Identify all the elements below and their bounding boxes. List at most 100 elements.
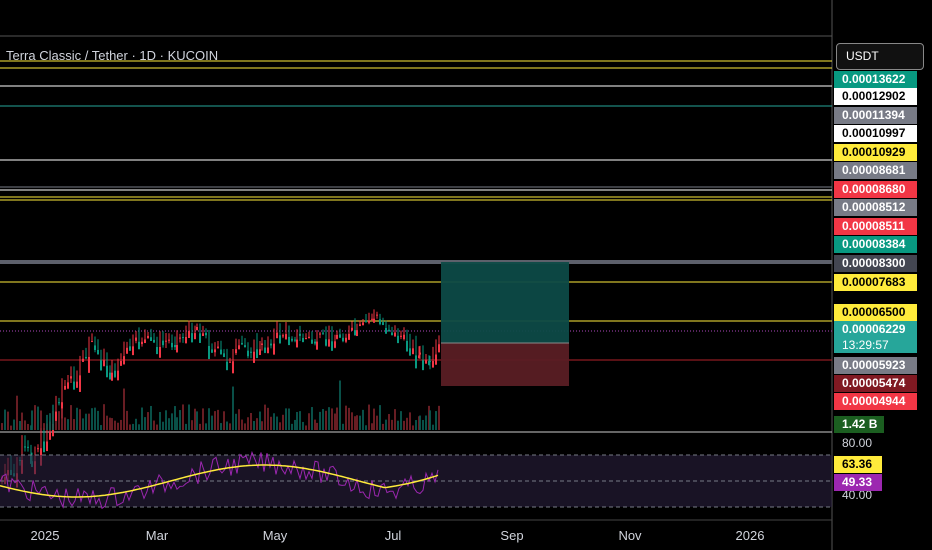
volume-bar xyxy=(150,405,152,430)
candle-body xyxy=(244,345,246,348)
x-tick-jul: Jul xyxy=(384,528,402,543)
candle-body xyxy=(365,320,367,322)
candle-body xyxy=(114,370,116,377)
volume-bar xyxy=(147,412,149,430)
candle-body xyxy=(85,356,87,359)
volume-bar xyxy=(114,420,116,430)
candle-body xyxy=(285,334,287,340)
candle-body xyxy=(397,335,399,344)
volume-bar xyxy=(382,423,384,430)
candle-body xyxy=(419,352,421,355)
candle-body xyxy=(171,342,173,348)
candle-body xyxy=(97,349,99,355)
candle-body xyxy=(339,334,341,338)
volume-bar xyxy=(70,405,72,430)
candle-body xyxy=(117,370,119,381)
volume-bar xyxy=(256,418,258,430)
candle-body xyxy=(91,341,93,343)
candle-body xyxy=(342,337,344,342)
volume-bar xyxy=(354,416,356,430)
volume-bar xyxy=(299,411,301,430)
candle-body xyxy=(302,337,304,343)
x-tick-mar: Mar xyxy=(145,528,169,543)
volume-bar xyxy=(64,417,66,430)
candle-body xyxy=(241,342,243,345)
x-tick-nov: Nov xyxy=(618,528,642,543)
volume-bar xyxy=(106,415,108,430)
volume-bar xyxy=(73,419,75,430)
candle-body xyxy=(202,333,204,337)
volume-bar xyxy=(82,418,84,430)
candle-body xyxy=(412,348,414,355)
volume-bar xyxy=(319,411,321,430)
volume-bar xyxy=(432,424,434,430)
volume-bar xyxy=(435,411,437,430)
price-tag: 0.00005474 xyxy=(834,375,917,392)
price-tag: 0.00011394 xyxy=(834,107,917,124)
volume-bar xyxy=(282,414,284,430)
volume-bar xyxy=(328,407,330,430)
price-tag: 0.00008680 xyxy=(834,181,917,198)
candle-body xyxy=(354,330,356,336)
volume-bar xyxy=(27,423,29,430)
candle-body xyxy=(162,340,164,346)
x-tick-sep: Sep xyxy=(500,528,524,543)
volume-bar xyxy=(342,423,344,430)
price-tag: 0.00008512 xyxy=(834,199,917,216)
candle-body xyxy=(88,356,90,373)
volume-bar xyxy=(273,413,275,430)
candle-body xyxy=(294,339,296,341)
rsi-tick-80: 80.00 xyxy=(842,436,873,450)
volume-bar xyxy=(153,420,155,430)
volume-bar xyxy=(394,409,396,430)
volume-bar xyxy=(117,422,119,430)
volume-bar xyxy=(100,425,102,430)
volume-bar xyxy=(247,417,249,430)
candle-body xyxy=(373,318,375,323)
candle-body xyxy=(409,348,411,356)
volume-bar xyxy=(229,423,231,430)
candle-body xyxy=(82,358,84,362)
x-tick-2026: 2026 xyxy=(735,528,765,543)
volume-bar xyxy=(111,418,113,430)
position-stop-zone xyxy=(441,343,569,386)
volume-bar xyxy=(253,420,255,430)
candle-body xyxy=(359,324,361,327)
candle-body xyxy=(214,349,216,353)
volume-bar xyxy=(52,404,54,430)
candle-body xyxy=(325,339,327,346)
volume-bar xyxy=(214,411,216,430)
rsi-value-badge: 63.36 xyxy=(834,456,882,473)
candle-body xyxy=(94,345,96,350)
candle-body xyxy=(126,347,128,354)
candle-body xyxy=(282,335,284,337)
currency-button[interactable]: USDT xyxy=(836,43,924,70)
volume-bar xyxy=(194,408,196,430)
volume-bar xyxy=(211,415,213,430)
candle-body xyxy=(109,372,111,380)
volume-bar xyxy=(302,421,304,430)
candle-body xyxy=(217,346,219,349)
candle-body xyxy=(129,346,131,351)
candle-body xyxy=(270,343,272,346)
volume-bar xyxy=(334,413,336,430)
volume-bar xyxy=(348,407,350,430)
candle-body xyxy=(291,338,293,341)
candle-body xyxy=(165,340,167,342)
volume-bar xyxy=(185,423,187,430)
candle-body xyxy=(79,375,81,392)
volume-bar xyxy=(415,420,417,430)
candle-body xyxy=(388,329,390,332)
volume-bar xyxy=(40,410,42,430)
volume-bar xyxy=(388,414,390,430)
candle-body xyxy=(58,402,60,404)
candle-body xyxy=(288,336,290,346)
volume-bar xyxy=(16,395,18,430)
candle-body xyxy=(70,376,72,379)
volume-bar xyxy=(120,419,122,430)
candle-body xyxy=(406,340,408,352)
price-tag: 0.00004944 xyxy=(834,393,917,410)
volume-bar xyxy=(191,420,193,430)
candle-body xyxy=(235,349,237,354)
